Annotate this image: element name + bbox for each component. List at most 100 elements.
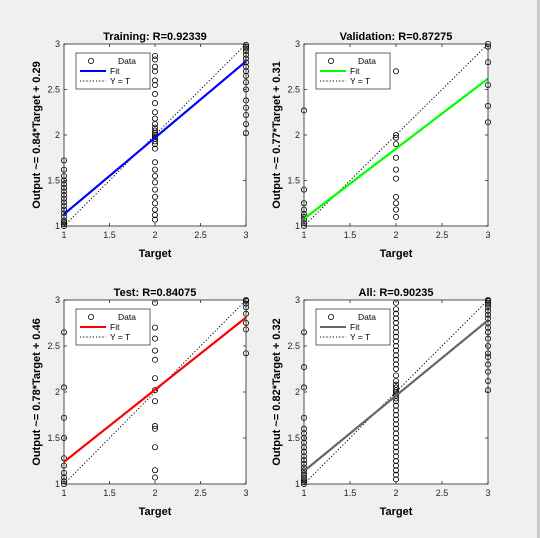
x-tick-label: 2 — [393, 230, 398, 240]
x-tick-label: 1.5 — [103, 230, 116, 240]
legend-data-marker — [327, 58, 334, 65]
data-point — [392, 333, 399, 340]
data-point — [392, 365, 399, 372]
data-point — [151, 398, 158, 405]
fit-line — [63, 316, 247, 463]
x-tick-label: 1 — [61, 230, 66, 240]
data-point — [392, 352, 399, 359]
data-point — [151, 100, 158, 107]
x-tick-label: 2.5 — [436, 488, 449, 498]
legend-label: Fit — [350, 66, 360, 76]
x-tick-label: 3 — [485, 488, 490, 498]
data-point — [392, 384, 399, 391]
data-point — [392, 471, 399, 478]
chart-panel: 1 1.5 2 2.5 3 1 1.5 2 2.5 3 Training: R=0.92339 Tar… — [31, 31, 249, 260]
y-tick-label: 2.5 — [47, 341, 60, 351]
data-point — [151, 52, 158, 59]
x-tick-label: 2.5 — [436, 230, 449, 240]
y-tick-label: 3 — [295, 295, 300, 305]
data-point — [151, 159, 158, 166]
identity-line — [63, 43, 247, 227]
chart-panel: 1 1.5 2 2.5 3 1 1.5 2 2.5 3 Test: R=0.84075 Target O… — [31, 287, 249, 518]
data-point — [151, 467, 158, 474]
x-axis-label: Target — [380, 248, 413, 260]
data-point — [151, 145, 158, 152]
x-tick-label: 2 — [393, 488, 398, 498]
data-point — [392, 206, 399, 213]
legend-label: Data — [118, 56, 136, 66]
y-tick-label: 1 — [55, 479, 60, 489]
x-tick-label: 1 — [61, 488, 66, 498]
chart-title: All: R=0.90235 — [359, 287, 434, 299]
y-axis-label: Output ~= 0.77*Target + 0.31 — [271, 61, 283, 208]
y-tick-label: 2 — [55, 130, 60, 140]
data-point — [151, 91, 158, 98]
data-point — [151, 56, 158, 63]
data-point — [392, 457, 399, 464]
y-tick-label: 3 — [295, 39, 300, 49]
y-tick-label: 1 — [295, 221, 300, 231]
legend-label: Data — [358, 312, 376, 322]
y-tick-label: 2.5 — [287, 85, 300, 95]
data-point — [151, 474, 158, 481]
data-point — [392, 430, 399, 437]
data-point — [392, 338, 399, 345]
data-point — [151, 200, 158, 207]
data-point — [392, 416, 399, 423]
data-point — [392, 425, 399, 432]
x-tick-label: 3 — [243, 488, 248, 498]
y-tick-label: 1 — [55, 221, 60, 231]
data-point — [392, 342, 399, 349]
y-axis-label: Output ~= 0.82*Target + 0.32 — [271, 318, 283, 465]
data-point — [392, 134, 399, 141]
data-point — [151, 423, 158, 430]
legend-label: Fit — [110, 66, 120, 76]
x-tick-label: 2.5 — [194, 488, 207, 498]
x-axis-label: Target — [139, 248, 172, 260]
data-point — [151, 109, 158, 116]
chart-panel: 1 1.5 2 2.5 3 1 1.5 2 2.5 3 All: R=0.90235 Target Ou… — [271, 287, 491, 518]
data-point — [392, 448, 399, 455]
x-tick-label: 2 — [152, 230, 157, 240]
data-point — [151, 216, 158, 223]
data-point — [151, 179, 158, 186]
data-point — [392, 453, 399, 460]
legend-label: Fit — [350, 322, 360, 332]
legend-data-marker — [327, 313, 334, 320]
x-tick-label: 1.5 — [103, 488, 116, 498]
legend-data-marker — [88, 313, 95, 320]
legend-label: Data — [118, 312, 136, 322]
data-point — [151, 63, 158, 70]
data-point — [151, 356, 158, 363]
data-point — [151, 444, 158, 451]
y-axis-label: Output ~= 0.84*Target + 0.29 — [31, 61, 43, 208]
legend-label: Y = T — [110, 332, 130, 342]
data-point — [151, 124, 158, 131]
data-point — [151, 193, 158, 200]
data-point — [151, 68, 158, 75]
data-point — [392, 356, 399, 363]
data-point — [151, 347, 158, 354]
x-tick-label: 2.5 — [194, 230, 207, 240]
legend-label: Y = T — [350, 332, 370, 342]
chart-title: Training: R=0.92339 — [103, 31, 207, 43]
data-point — [392, 329, 399, 336]
data-point — [151, 166, 158, 173]
y-tick-label: 1.5 — [287, 433, 300, 443]
y-tick-label: 1.5 — [47, 176, 60, 186]
chart-panel: 1 1.5 2 2.5 3 1 1.5 2 2.5 3 Validation: R=0.87275 T… — [271, 31, 491, 260]
data-point — [392, 407, 399, 414]
data-point — [151, 206, 158, 213]
data-point — [392, 324, 399, 331]
data-point — [392, 306, 399, 313]
fit-line — [303, 319, 489, 472]
data-point — [151, 127, 158, 134]
y-tick-label: 3 — [55, 39, 60, 49]
data-point — [392, 347, 399, 354]
data-point — [151, 186, 158, 193]
data-point — [392, 141, 399, 148]
